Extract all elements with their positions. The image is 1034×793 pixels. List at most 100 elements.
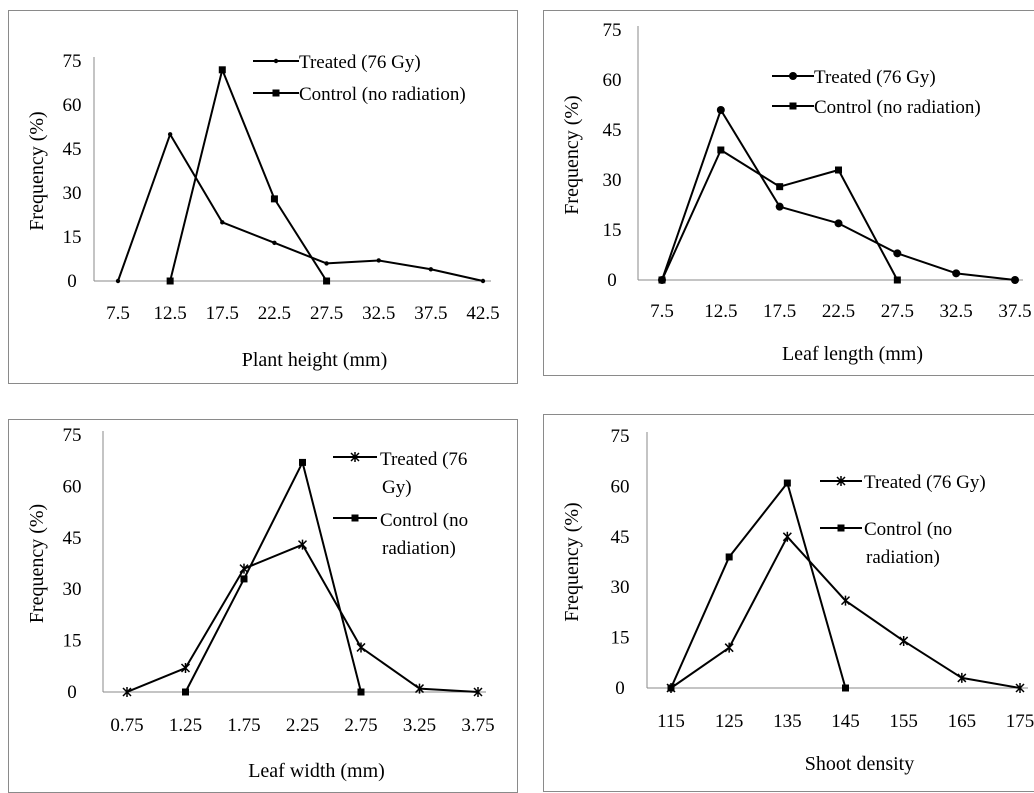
x-tick-label: 175 bbox=[1006, 711, 1034, 732]
x-axis-label: Plant height (mm) bbox=[242, 349, 388, 371]
legend-label: Gy) bbox=[382, 477, 412, 498]
data-point-marker bbox=[783, 479, 791, 487]
series-line bbox=[169, 68, 328, 282]
data-point-marker bbox=[775, 202, 784, 211]
data-point-marker bbox=[893, 249, 902, 258]
legend-entry: Treated (76 Gy) bbox=[253, 52, 421, 73]
y-axis-label: Frequency (%) bbox=[561, 502, 583, 621]
legend-label: Treated (76 Gy) bbox=[299, 52, 421, 73]
legend-entry: Treated (76 Gy) bbox=[333, 449, 467, 498]
x-tick-label: 17.5 bbox=[206, 303, 239, 324]
y-tick-label: 45 bbox=[611, 527, 630, 548]
legend-entry: Control (no radiation) bbox=[820, 519, 952, 568]
y-tick-label: 45 bbox=[63, 139, 82, 160]
data-point-marker bbox=[957, 672, 967, 683]
series-control bbox=[182, 458, 365, 696]
data-point-marker bbox=[1011, 276, 1019, 284]
legend-marker bbox=[789, 72, 797, 80]
y-tick-label: 75 bbox=[611, 426, 630, 447]
x-axis-label: Shoot density bbox=[805, 753, 914, 775]
series-line bbox=[661, 149, 899, 281]
legend-entry: Treated (76 Gy) bbox=[820, 472, 986, 493]
legend-entry: Control (no radiation) bbox=[253, 84, 466, 105]
data-point-marker bbox=[840, 595, 851, 606]
x-tick-label: 42.5 bbox=[466, 303, 499, 324]
x-tick-label: 3.75 bbox=[461, 715, 494, 736]
x-tick-label: 135 bbox=[773, 711, 802, 732]
legend-label: Control (no bbox=[380, 510, 468, 531]
data-point-marker bbox=[324, 261, 329, 266]
y-tick-label: 15 bbox=[603, 220, 622, 241]
x-tick-label: 7.5 bbox=[106, 303, 130, 324]
y-tick-label: 15 bbox=[611, 628, 630, 649]
x-axis-label: Leaf length (mm) bbox=[782, 343, 923, 365]
series-line bbox=[661, 109, 1016, 281]
series-treated bbox=[666, 531, 1025, 693]
chart-panel-shoot-density: 0 15 30 45 60 75 115 125 135 145 155 165 175 Shoot de… bbox=[543, 414, 1034, 792]
line-chart-svg: 0 15 30 45 60 75 7.5 12.5 17.5 22.5 27.5 32.5 37.5 Le… bbox=[561, 20, 1032, 365]
y-tick-label: 30 bbox=[63, 579, 82, 600]
x-tick-label: 145 bbox=[831, 711, 860, 732]
legend-marker bbox=[837, 524, 845, 532]
legend-entry: Control (no radiation) bbox=[772, 97, 981, 118]
data-point-marker bbox=[473, 687, 483, 697]
data-point-marker bbox=[167, 132, 173, 137]
x-tick-label: 32.5 bbox=[362, 303, 395, 324]
y-tick-label: 0 bbox=[67, 682, 77, 703]
data-point-marker bbox=[724, 642, 734, 653]
chart-panel-plant-height: 0 15 30 45 60 75 7.5 12.5 17.5 22.5 27.5 32.5 37.5 42… bbox=[8, 10, 518, 384]
data-point-marker bbox=[782, 531, 792, 542]
legend-marker bbox=[351, 514, 359, 522]
x-tick-label: 12.5 bbox=[704, 301, 737, 322]
y-axis-label: Frequency (%) bbox=[26, 504, 48, 623]
y-tick-label: 0 bbox=[607, 270, 617, 291]
x-tick-label: 0.75 bbox=[110, 715, 143, 736]
legend-label: Control (no bbox=[864, 519, 952, 540]
x-tick-label: 27.5 bbox=[881, 301, 914, 322]
legend-marker bbox=[272, 89, 280, 97]
series-treated bbox=[658, 106, 1019, 284]
data-point-marker bbox=[893, 276, 901, 284]
data-point-marker bbox=[717, 146, 725, 154]
legend-entry: Treated (76 Gy) bbox=[772, 67, 936, 88]
legend-label: Treated (76 Gy) bbox=[864, 472, 986, 493]
data-point-marker bbox=[899, 635, 909, 646]
legend-marker bbox=[273, 58, 279, 64]
series-line bbox=[670, 535, 1021, 689]
series-line bbox=[670, 482, 847, 689]
x-tick-label: 155 bbox=[889, 711, 918, 732]
x-tick-label: 2.75 bbox=[344, 715, 377, 736]
x-tick-label: 125 bbox=[715, 711, 744, 732]
line-chart-svg: 0 15 30 45 60 75 0.75 1.25 1.75 2.25 2.75 3.25 3.75 L… bbox=[26, 425, 495, 782]
x-tick-label: 2.25 bbox=[286, 715, 319, 736]
data-point-marker bbox=[716, 106, 725, 114]
data-point-marker bbox=[272, 240, 277, 246]
x-tick-label: 37.5 bbox=[414, 303, 447, 324]
data-point-marker bbox=[480, 278, 486, 284]
line-chart-svg: 0 15 30 45 60 75 7.5 12.5 17.5 22.5 27.5 32.5 37.5 42… bbox=[26, 51, 500, 371]
legend-label: Control (no radiation) bbox=[299, 84, 466, 105]
x-tick-label: 165 bbox=[948, 711, 977, 732]
legend-label: radiation) bbox=[382, 538, 456, 559]
y-tick-label: 30 bbox=[603, 170, 622, 191]
legend-marker bbox=[789, 102, 797, 110]
series-treated bbox=[122, 539, 483, 697]
y-tick-label: 30 bbox=[611, 577, 630, 598]
series-line bbox=[117, 133, 484, 282]
data-point-marker bbox=[239, 563, 249, 574]
data-point-marker bbox=[220, 220, 225, 225]
y-tick-label: 0 bbox=[67, 271, 77, 292]
data-point-marker bbox=[299, 458, 306, 466]
y-axis-label: Frequency (%) bbox=[561, 95, 583, 214]
x-tick-label: 32.5 bbox=[940, 301, 973, 322]
data-point-marker bbox=[218, 66, 226, 74]
legend-marker bbox=[350, 452, 360, 462]
data-point-marker bbox=[414, 683, 425, 694]
data-point-marker bbox=[725, 553, 733, 561]
legend-label: radiation) bbox=[866, 547, 940, 568]
data-point-marker bbox=[166, 277, 174, 285]
x-tick-label: 37.5 bbox=[998, 301, 1031, 322]
data-point-marker bbox=[323, 277, 331, 285]
series-line bbox=[184, 461, 362, 693]
data-point-marker bbox=[376, 258, 381, 263]
